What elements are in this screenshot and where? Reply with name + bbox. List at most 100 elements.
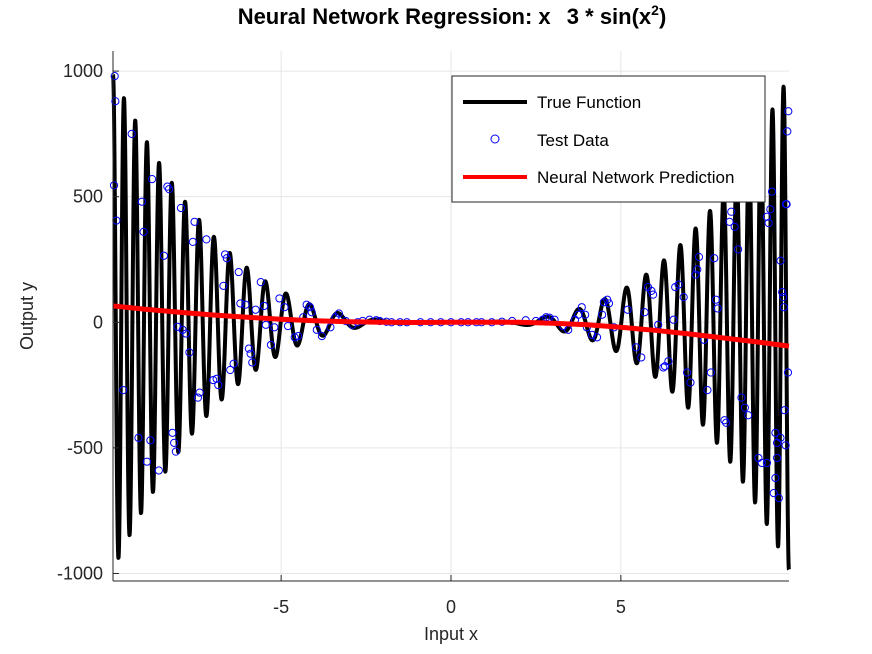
test-data-point — [778, 288, 787, 297]
test-data-point — [603, 295, 612, 304]
test-data-point — [251, 305, 260, 314]
test-data-point — [587, 330, 597, 339]
test-data-point — [294, 331, 303, 341]
test-data-point — [647, 286, 656, 295]
test-data-point — [769, 488, 778, 498]
test-data-point — [722, 418, 731, 427]
test-data-point — [703, 386, 712, 395]
test-data-point — [773, 453, 782, 463]
test-data-point — [659, 363, 668, 372]
test-data-point — [686, 378, 695, 387]
test-data-point — [649, 290, 658, 299]
test-data-point — [592, 333, 602, 342]
x-axis-label: Input x — [424, 624, 478, 644]
test-data-point — [139, 227, 148, 236]
x-tick-label: -5 — [273, 597, 289, 617]
test-data-point — [598, 310, 607, 319]
test-data-point — [244, 344, 253, 353]
test-data-point — [776, 256, 785, 265]
test-data-point — [740, 403, 749, 412]
test-data-point — [766, 205, 775, 214]
test-data-point — [214, 380, 223, 390]
test-data-point — [767, 187, 777, 196]
test-data-point — [163, 182, 172, 191]
test-data-point — [773, 438, 782, 447]
test-data-point — [266, 340, 276, 349]
test-data-point — [234, 267, 243, 277]
test-data-point — [256, 277, 265, 287]
test-data-point — [260, 301, 269, 311]
test-data-point — [694, 252, 704, 262]
test-data-point — [119, 386, 128, 395]
test-data-point — [170, 438, 179, 447]
test-data-point — [142, 457, 152, 466]
test-data-point — [290, 333, 299, 342]
test-data-point — [713, 304, 722, 313]
test-data-point — [725, 217, 734, 226]
test-data-point — [779, 293, 788, 302]
test-data-point — [226, 365, 235, 375]
test-data-point — [270, 323, 279, 332]
test-data-point — [711, 295, 721, 304]
chart-title-part1: Neural Network Regression: x — [238, 4, 552, 29]
test-data-point — [733, 245, 743, 254]
test-data-point — [147, 175, 157, 184]
chart-title-sup: 2 — [651, 2, 659, 18]
test-data-point — [781, 441, 790, 450]
legend-box — [451, 75, 766, 203]
test-data-point — [154, 466, 163, 475]
test-data-point — [744, 411, 753, 420]
test-data-point — [334, 309, 343, 318]
legend: True Function Test Data Neural Network P… — [451, 75, 766, 203]
test-data-point — [784, 107, 793, 116]
test-data-point — [312, 325, 321, 334]
test-data-point — [737, 393, 746, 402]
test-data-point — [771, 428, 780, 437]
test-data-point — [674, 280, 683, 289]
y-tick-label: -500 — [67, 438, 103, 458]
test-data-point — [248, 358, 257, 367]
test-data-point — [604, 299, 614, 308]
test-data-point — [640, 308, 649, 317]
test-data-point — [164, 185, 174, 194]
prediction-series — [112, 303, 790, 349]
test-data-point — [275, 294, 284, 303]
test-data-point — [127, 129, 136, 138]
test-data-point — [236, 299, 245, 308]
test-data-point — [159, 251, 169, 260]
x-tick-label: 0 — [446, 597, 456, 617]
chart-title-part3: ) — [659, 4, 666, 29]
prediction-line — [112, 303, 790, 349]
test-data-point — [682, 368, 692, 377]
test-data-point — [679, 293, 688, 302]
test-data-point — [168, 428, 177, 437]
test-data-point — [305, 303, 315, 312]
test-data-point — [581, 310, 590, 319]
test-data-point — [176, 203, 186, 213]
test-data-point — [222, 254, 231, 263]
test-data-point — [693, 265, 702, 274]
y-tick-label: 500 — [73, 187, 103, 207]
test-data-point — [720, 416, 729, 425]
test-data-point — [762, 458, 772, 468]
test-data-point — [280, 303, 289, 312]
y-axis-label: Output y — [17, 282, 37, 350]
test-data-point — [181, 329, 191, 338]
y-tick-label: -1000 — [57, 563, 103, 583]
x-tick-label: 5 — [616, 597, 626, 617]
test-data-point — [783, 368, 793, 377]
legend-label-test-data: Test Data — [537, 131, 609, 150]
test-data-point — [229, 359, 238, 368]
test-data-point — [727, 207, 736, 216]
test-data-point — [669, 315, 678, 324]
test-data-point — [146, 436, 155, 445]
ticks: -5 0 5 -1000 -500 0 500 1000 — [57, 61, 626, 617]
test-data-point — [190, 217, 199, 226]
test-data-point — [664, 357, 673, 366]
test-data-point — [710, 254, 719, 263]
test-data-point — [261, 320, 270, 329]
test-data-point — [109, 181, 119, 190]
test-data-point — [706, 368, 715, 377]
test-data-point — [623, 305, 632, 314]
